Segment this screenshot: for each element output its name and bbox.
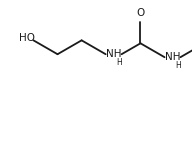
Text: NH: NH <box>106 49 121 59</box>
Text: NH: NH <box>165 52 180 62</box>
Text: H: H <box>117 58 122 67</box>
Text: HO: HO <box>19 33 35 43</box>
Text: H: H <box>175 61 181 70</box>
Text: O: O <box>136 8 145 18</box>
